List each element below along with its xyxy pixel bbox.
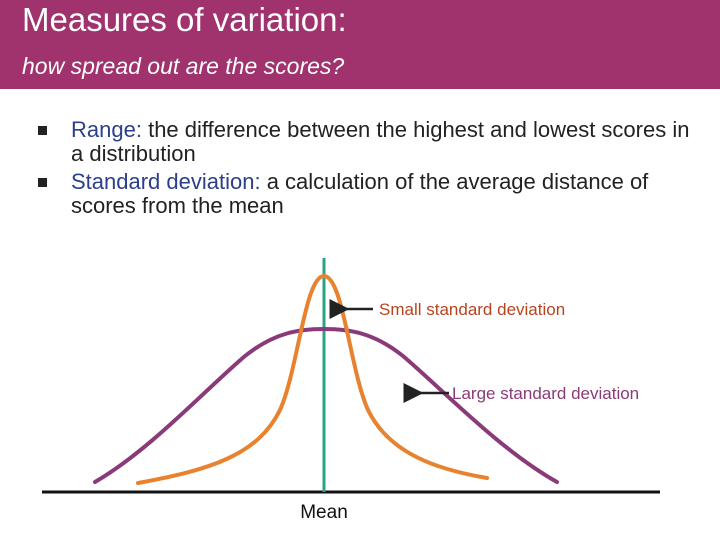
range-term-colon: : xyxy=(135,117,142,142)
slide-title: Measures of variation: xyxy=(22,1,347,38)
small-sd-curve xyxy=(136,273,489,485)
mean-label: Mean xyxy=(300,502,348,523)
large-sd-curve xyxy=(93,326,559,484)
slide-subtitle: how spread out are the scores? xyxy=(22,53,345,79)
bullet-square-icon xyxy=(38,178,47,187)
definition-list: Range: the difference between the highes… xyxy=(38,118,698,222)
range-term: Range xyxy=(71,117,136,142)
large-sd-label: Large standard deviation xyxy=(452,384,639,403)
standard-deviation-definition: Standard deviation: a calculation of the… xyxy=(38,170,698,218)
bullet-square-icon xyxy=(38,126,47,135)
small-sd-label: Small standard deviation xyxy=(379,300,565,319)
standard-deviation-term: Standard deviation xyxy=(71,169,255,194)
range-definition: Range: the difference between the highes… xyxy=(38,118,698,166)
standard-deviation-description: a calculation of the average distance of… xyxy=(71,169,649,218)
range-description: the difference between the highest and l… xyxy=(71,117,690,166)
title-banner: Measures of variation: how spread out ar… xyxy=(0,0,720,89)
standard-deviation-term-colon: : xyxy=(254,169,261,194)
